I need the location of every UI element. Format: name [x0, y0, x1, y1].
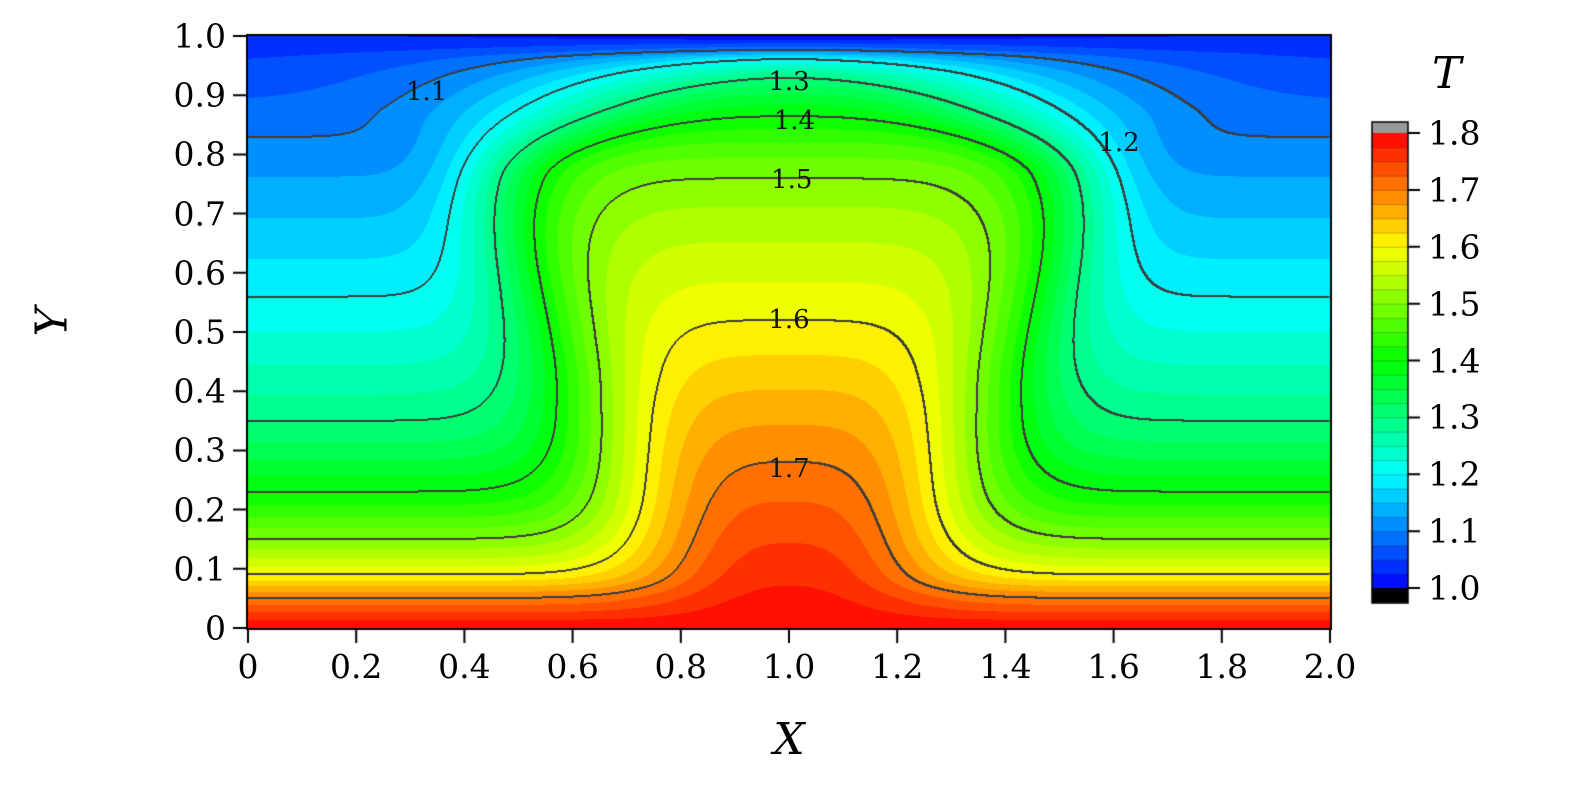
contour-line-label: 1.5 [771, 164, 813, 195]
colorbar-tick-label: 1.4 [1428, 341, 1481, 380]
x-tick-label: 1.0 [762, 647, 816, 686]
colorbar-tick-label: 1.0 [1428, 568, 1481, 608]
contour-line-label: 1.3 [768, 67, 810, 98]
colorbar-tick-label: 1.1 [1428, 511, 1481, 551]
contour-line-label: 1.7 [768, 454, 810, 485]
x-tick-label: 1.4 [979, 647, 1032, 686]
x-tick-label: 0.8 [654, 647, 708, 686]
colorbar-tick-label: 1.8 [1428, 113, 1481, 153]
colorbar-tick-label: 1.5 [1428, 284, 1481, 324]
y-tick-label: 0.9 [173, 75, 226, 115]
x-tick-label: 0.2 [329, 647, 383, 686]
x-tick-label: 0.4 [438, 647, 491, 686]
x-tick-label: 2.0 [1303, 647, 1357, 686]
x-tick-label: 1.8 [1195, 647, 1249, 686]
y-tick-label: 0.6 [173, 253, 226, 293]
colorbar-tick-label: 1.3 [1428, 397, 1481, 437]
y-tick-label: 0.5 [173, 312, 226, 352]
contour-line-label: 1.4 [773, 106, 816, 137]
y-tick-label: 0.3 [173, 430, 226, 470]
y-tick-label: 0.7 [173, 194, 226, 234]
contour-line-label: 1.6 [768, 305, 810, 336]
colorbar-title: T [1432, 48, 1462, 99]
colorbar-tick-label: 1.7 [1428, 170, 1481, 210]
y-tick-label: 0.1 [173, 549, 226, 589]
y-tick-label: 1.0 [173, 16, 226, 56]
x-tick-label: 1.6 [1087, 647, 1140, 686]
x-axis-label: X [773, 714, 805, 765]
contour-line-label: 1.2 [1098, 127, 1140, 158]
y-tick-label: 0.2 [173, 490, 226, 530]
y-axis-label: Y [26, 307, 78, 337]
x-tick-label: 0.6 [546, 647, 599, 686]
contour-line-label: 1.1 [405, 77, 448, 108]
x-tick-label: 1.2 [870, 647, 924, 686]
colorbar-tick-label: 1.2 [1428, 454, 1481, 494]
y-tick-label: 0.8 [173, 134, 226, 174]
y-tick-label: 0 [205, 608, 226, 648]
colorbar-tick-label: 1.6 [1428, 227, 1481, 267]
y-tick-label: 0.4 [173, 371, 226, 411]
x-tick-label: 0 [237, 647, 259, 686]
